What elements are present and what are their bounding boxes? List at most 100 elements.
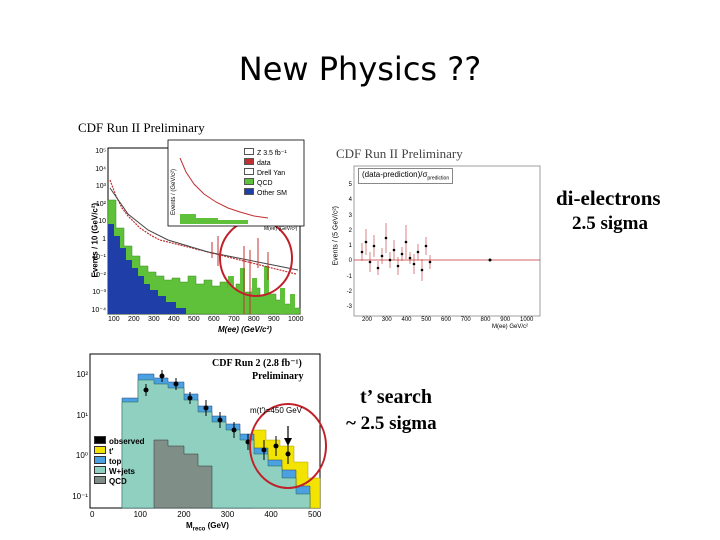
tprime-annotation: t’ search ~ 2.5 sigma <box>346 386 486 435</box>
significance-x-ticks: 200 300 400 500 600 700 800 900 1000 <box>362 317 534 325</box>
significance-legend-label: (data-prediction)/σ <box>362 170 428 179</box>
inset-legend-item: data <box>244 158 304 168</box>
significance-x-tick: 700 <box>460 317 471 323</box>
tprime-plot: CDF Run 2 (2.8 fb⁻¹) Preliminary m(t')=4… <box>62 350 334 533</box>
inset-legend: Z 3.5 fb⁻¹ data Drell Yan QCD Other SM <box>244 148 304 198</box>
inset-data-line <box>179 157 269 219</box>
significance-point <box>364 240 368 244</box>
dielectron-x-tick: 400 <box>168 316 180 323</box>
tprime-x-tick: 400 <box>264 510 278 519</box>
dielectron-x-tick: 300 <box>148 316 160 323</box>
tprime-legend-label: top <box>109 457 122 466</box>
tprime-legend-swatch <box>94 436 106 444</box>
significance-legend: (data-prediction)/σprediction <box>358 168 454 184</box>
significance-y-tick: 2 <box>348 227 352 234</box>
tprime-legend-swatch <box>94 476 106 484</box>
significance-point <box>416 250 420 254</box>
significance-plot: CDF Run II Preliminary (data-prediction)… <box>332 142 542 332</box>
significance-point <box>408 256 412 260</box>
dielectron-mass-svg <box>107 139 305 315</box>
significance-x-axis-label: M(ee) GeV/c² <box>492 324 529 330</box>
significance-x-tick: 1000 <box>520 317 534 323</box>
dielectron-y-tick: 10² <box>95 200 106 208</box>
inset-x-axis-label: M(ee) (GeV/c²) <box>264 226 298 232</box>
tprime-legend-item: W+jets <box>94 466 150 476</box>
significance-y-tick: 4 <box>348 197 352 204</box>
significance-point <box>372 244 376 248</box>
significance-y-tick: 0 <box>348 258 352 265</box>
tprime-arrowhead <box>284 438 292 446</box>
tprime-excess-highlight <box>249 403 327 489</box>
dielectron-y-tick: 10⁻² <box>92 271 106 279</box>
tprime-legend-item: t' <box>94 446 150 456</box>
tprime-legend-label: t' <box>109 447 114 456</box>
significance-y-tick: 3 <box>348 212 352 219</box>
significance-x-tick: 300 <box>381 317 392 323</box>
tprime-legend-item: top <box>94 456 150 466</box>
dielectron-high-mass-errors <box>211 236 269 314</box>
tprime-x-axis-label: Mreco (GeV) <box>186 521 229 533</box>
tprime-legend-label: W+jets <box>109 467 136 476</box>
dielectron-prediction-line <box>109 187 299 271</box>
significance-x-tick: 800 <box>480 317 491 323</box>
inset-legend-item: Z 3.5 fb⁻¹ <box>244 148 304 158</box>
inset-legend-label: data <box>257 160 271 167</box>
dielectron-y-ticks: 10⁵ 10⁴ 10³ 10² 10 1 10⁻¹ 10⁻² 10⁻³ 10⁻⁴ <box>82 148 107 314</box>
tprime-legend-swatch <box>94 446 106 454</box>
dielectron-x-tick: 100 <box>108 316 120 323</box>
tprime-x-ticks: 0 100 200 300 400 500 <box>90 510 321 520</box>
dielectron-annotation-line1: di-electrons <box>556 186 661 210</box>
dielectron-y-tick: 10⁻¹ <box>92 254 106 262</box>
significance-x-tick: 500 <box>421 317 432 323</box>
dielectron-annotation-line2: 2.5 sigma <box>572 213 648 234</box>
dielectron-y-tick: 10 <box>98 218 106 226</box>
inset-legend-swatch <box>244 168 254 175</box>
tprime-annotation-line2: ~ 2.5 sigma <box>346 413 437 434</box>
tprime-annotation-line1: t’ search <box>360 386 433 408</box>
inset-legend-swatch <box>244 178 254 185</box>
inset-legend-item: Drell Yan <box>244 168 304 178</box>
significance-point <box>428 260 432 264</box>
significance-point <box>376 266 380 270</box>
tprime-y-tick: 10⁰ <box>75 451 88 461</box>
significance-legend-subscript: prediction <box>427 175 450 182</box>
dielectron-x-axis-label: M(ee) (GeV/c²) <box>218 325 272 334</box>
tprime-mass-annotation: m(t')=450 GeV <box>250 406 302 415</box>
dielectron-x-tick: 800 <box>248 316 260 323</box>
inset-green-histogram <box>180 214 248 224</box>
tprime-legend-item: observed <box>94 436 150 446</box>
tprime-x-axis-main: M <box>186 521 193 530</box>
tprime-legend-item: QCD <box>94 476 150 486</box>
inset-y-axis-label: Events / (GeV/c²) <box>171 168 177 215</box>
dielectron-x-tick: 900 <box>268 316 280 323</box>
significance-x-tick: 200 <box>362 317 373 323</box>
significance-y-tick: 1 <box>348 243 352 249</box>
inset-legend-swatch <box>244 188 254 195</box>
slide-title: New Physics ?? <box>238 50 482 88</box>
significance-point <box>424 244 428 248</box>
tprime-legend-label: QCD <box>109 477 127 486</box>
tprime-x-axis-unit: (GeV) <box>207 521 229 530</box>
dielectron-mass-plot: CDF Run II Preliminary <box>68 118 308 340</box>
significance-y-tick: -3 <box>346 304 352 310</box>
dielectron-inset <box>167 139 305 227</box>
inset-legend-label: Other SM <box>257 190 287 197</box>
dielectron-x-tick: 600 <box>208 316 220 323</box>
tprime-header-line1: CDF Run 2 (2.8 fb⁻¹) <box>212 358 302 369</box>
dielectron-y-tick: 10⁵ <box>95 148 106 155</box>
dielectron-y-tick: 10⁻⁴ <box>91 307 107 314</box>
significance-x-tick: 600 <box>441 317 452 323</box>
dielectron-x-tick: 1000 <box>288 316 304 323</box>
tprime-y-ticks: 10² 10¹ 10⁰ 10⁻¹ <box>64 370 88 501</box>
significance-plot-header: CDF Run II Preliminary <box>336 146 463 161</box>
other-sm-histogram <box>107 199 301 315</box>
significance-y-tick: 5 <box>348 182 352 188</box>
inset-legend-label: Z 3.5 fb⁻¹ <box>257 150 287 157</box>
significance-y-tick: -2 <box>346 288 352 295</box>
inset-legend-item: QCD <box>244 178 304 188</box>
inset-legend-label: Drell Yan <box>257 170 286 177</box>
dielectron-plot-header: CDF Run II Preliminary <box>78 120 205 135</box>
significance-y-tick: -1 <box>346 273 352 280</box>
tprime-y-tick: 10¹ <box>76 410 88 420</box>
significance-point <box>368 260 372 264</box>
